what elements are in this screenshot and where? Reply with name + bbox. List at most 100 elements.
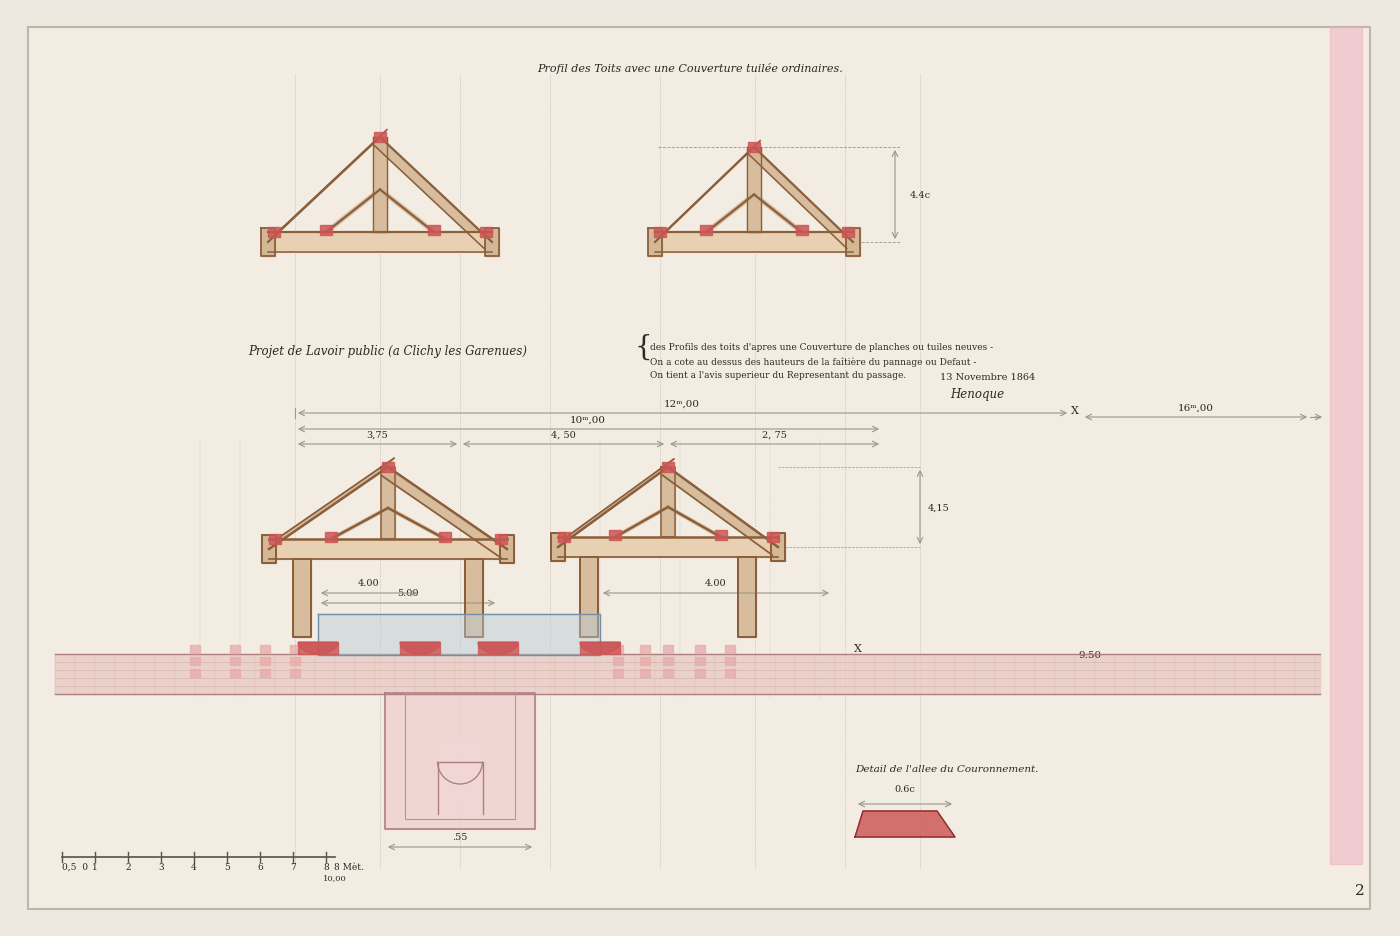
Text: 0.6c: 0.6c xyxy=(895,784,916,793)
Polygon shape xyxy=(613,657,623,665)
Polygon shape xyxy=(748,143,760,153)
Polygon shape xyxy=(377,190,437,233)
Text: 1: 1 xyxy=(92,862,98,871)
Polygon shape xyxy=(654,227,666,238)
Polygon shape xyxy=(748,148,853,249)
Text: 4.00: 4.00 xyxy=(358,578,379,588)
Polygon shape xyxy=(382,462,393,473)
Polygon shape xyxy=(438,762,483,814)
Polygon shape xyxy=(267,227,280,238)
Text: 5.00: 5.00 xyxy=(398,589,419,597)
Polygon shape xyxy=(298,642,337,654)
Polygon shape xyxy=(428,226,440,236)
Polygon shape xyxy=(700,226,713,236)
Polygon shape xyxy=(725,669,735,678)
Polygon shape xyxy=(230,657,239,665)
Polygon shape xyxy=(477,642,518,654)
Polygon shape xyxy=(664,657,673,665)
Polygon shape xyxy=(28,28,1371,909)
Text: 4.00: 4.00 xyxy=(706,578,727,588)
Polygon shape xyxy=(846,228,860,256)
Polygon shape xyxy=(372,138,386,233)
Polygon shape xyxy=(648,228,662,256)
Text: 4,15: 4,15 xyxy=(928,503,949,512)
Polygon shape xyxy=(609,531,622,540)
Polygon shape xyxy=(841,227,854,238)
Text: .55: .55 xyxy=(452,832,468,841)
Text: 2: 2 xyxy=(1355,883,1365,897)
Polygon shape xyxy=(655,141,760,242)
Polygon shape xyxy=(694,669,706,678)
Polygon shape xyxy=(260,657,270,665)
Polygon shape xyxy=(559,460,673,548)
Polygon shape xyxy=(290,645,300,653)
Polygon shape xyxy=(269,459,393,549)
Text: 16ᵐ,00: 16ᵐ,00 xyxy=(1177,403,1214,413)
Text: Profil des Toits avec une Couverture tuilée ordinaires.: Profil des Toits avec une Couverture tui… xyxy=(538,63,843,73)
Polygon shape xyxy=(400,642,440,654)
Text: 12ᵐ,00: 12ᵐ,00 xyxy=(664,400,700,408)
Polygon shape xyxy=(496,534,507,545)
Polygon shape xyxy=(795,226,808,236)
Text: Detail de l'allee du Couronnement.: Detail de l'allee du Couronnement. xyxy=(855,765,1039,774)
Polygon shape xyxy=(440,533,451,543)
Text: 4, 50: 4, 50 xyxy=(550,431,575,440)
Polygon shape xyxy=(190,645,200,653)
Polygon shape xyxy=(262,535,276,563)
Polygon shape xyxy=(694,645,706,653)
Polygon shape xyxy=(260,645,270,653)
Polygon shape xyxy=(613,669,623,678)
Text: 13 Novembre 1864: 13 Novembre 1864 xyxy=(939,373,1035,382)
Polygon shape xyxy=(484,228,498,256)
Text: 3: 3 xyxy=(158,862,164,871)
Polygon shape xyxy=(662,467,778,555)
Polygon shape xyxy=(664,645,673,653)
Polygon shape xyxy=(725,657,735,665)
Text: On a cote au dessus des hauteurs de la faîtière du pannage ou Defaut -: On a cote au dessus des hauteurs de la f… xyxy=(650,357,976,366)
Polygon shape xyxy=(385,694,535,829)
Polygon shape xyxy=(665,507,724,537)
Polygon shape xyxy=(260,669,270,678)
Text: 8 Mèt.: 8 Mèt. xyxy=(335,862,364,871)
Polygon shape xyxy=(269,534,281,545)
Polygon shape xyxy=(267,130,386,242)
Polygon shape xyxy=(703,196,757,233)
Polygon shape xyxy=(613,645,623,653)
Polygon shape xyxy=(580,642,620,654)
Polygon shape xyxy=(465,560,483,637)
Polygon shape xyxy=(662,462,673,473)
Polygon shape xyxy=(190,669,200,678)
Text: 8: 8 xyxy=(323,862,329,871)
Polygon shape xyxy=(552,534,566,562)
Text: Henoque: Henoque xyxy=(951,388,1004,401)
Polygon shape xyxy=(771,534,785,562)
Text: 10,00: 10,00 xyxy=(323,873,347,881)
Text: 5: 5 xyxy=(224,862,230,871)
Polygon shape xyxy=(715,531,727,540)
Polygon shape xyxy=(1330,28,1362,864)
Text: 3,75: 3,75 xyxy=(367,431,388,440)
Polygon shape xyxy=(382,467,507,558)
Polygon shape xyxy=(640,645,650,653)
Polygon shape xyxy=(298,642,337,654)
Polygon shape xyxy=(664,669,673,678)
Polygon shape xyxy=(500,535,514,563)
Text: {: { xyxy=(636,333,652,360)
Polygon shape xyxy=(557,533,570,543)
Polygon shape xyxy=(325,533,337,543)
Polygon shape xyxy=(725,645,735,653)
Text: 10ᵐ,00: 10ᵐ,00 xyxy=(570,416,606,425)
Text: 2: 2 xyxy=(125,862,130,871)
Text: X: X xyxy=(854,643,862,653)
Polygon shape xyxy=(750,196,805,233)
Polygon shape xyxy=(294,560,311,637)
Polygon shape xyxy=(328,508,391,539)
Polygon shape xyxy=(661,467,675,537)
Polygon shape xyxy=(381,467,395,539)
Polygon shape xyxy=(290,669,300,678)
Polygon shape xyxy=(321,226,332,236)
Polygon shape xyxy=(580,642,620,654)
Text: 4.4c: 4.4c xyxy=(910,191,931,200)
Polygon shape xyxy=(318,614,601,655)
Polygon shape xyxy=(385,508,448,539)
